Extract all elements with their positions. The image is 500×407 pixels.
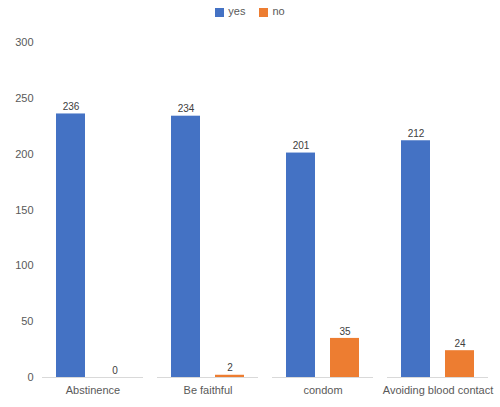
svg-text:201: 201 bbox=[293, 140, 310, 151]
html-text:no: no bbox=[272, 5, 285, 17]
svg-text:24: 24 bbox=[454, 338, 466, 349]
svg-text:0: 0 bbox=[112, 365, 118, 376]
svg-text:50: 50 bbox=[21, 315, 33, 327]
svg-text:300: 300 bbox=[15, 36, 33, 48]
svg-text:100: 100 bbox=[15, 259, 33, 271]
html-text:yes: yes bbox=[228, 5, 246, 17]
svg-text:condom: condom bbox=[303, 384, 342, 396]
svg-text:250: 250 bbox=[15, 92, 33, 104]
svg-text:234: 234 bbox=[178, 103, 195, 114]
svg-text:236: 236 bbox=[63, 101, 80, 112]
svg-text:35: 35 bbox=[339, 326, 351, 337]
svg-text:Avoiding blood contact: Avoiding blood contact bbox=[383, 384, 494, 396]
svg-text:Be faithful: Be faithful bbox=[184, 384, 233, 396]
svg-text:200: 200 bbox=[15, 148, 33, 160]
svg-text:Abstinence: Abstinence bbox=[66, 384, 120, 396]
svg-text:2: 2 bbox=[227, 362, 233, 373]
svg-text:0: 0 bbox=[27, 371, 33, 383]
svg-text:150: 150 bbox=[15, 204, 33, 216]
svg-text:212: 212 bbox=[408, 128, 425, 139]
